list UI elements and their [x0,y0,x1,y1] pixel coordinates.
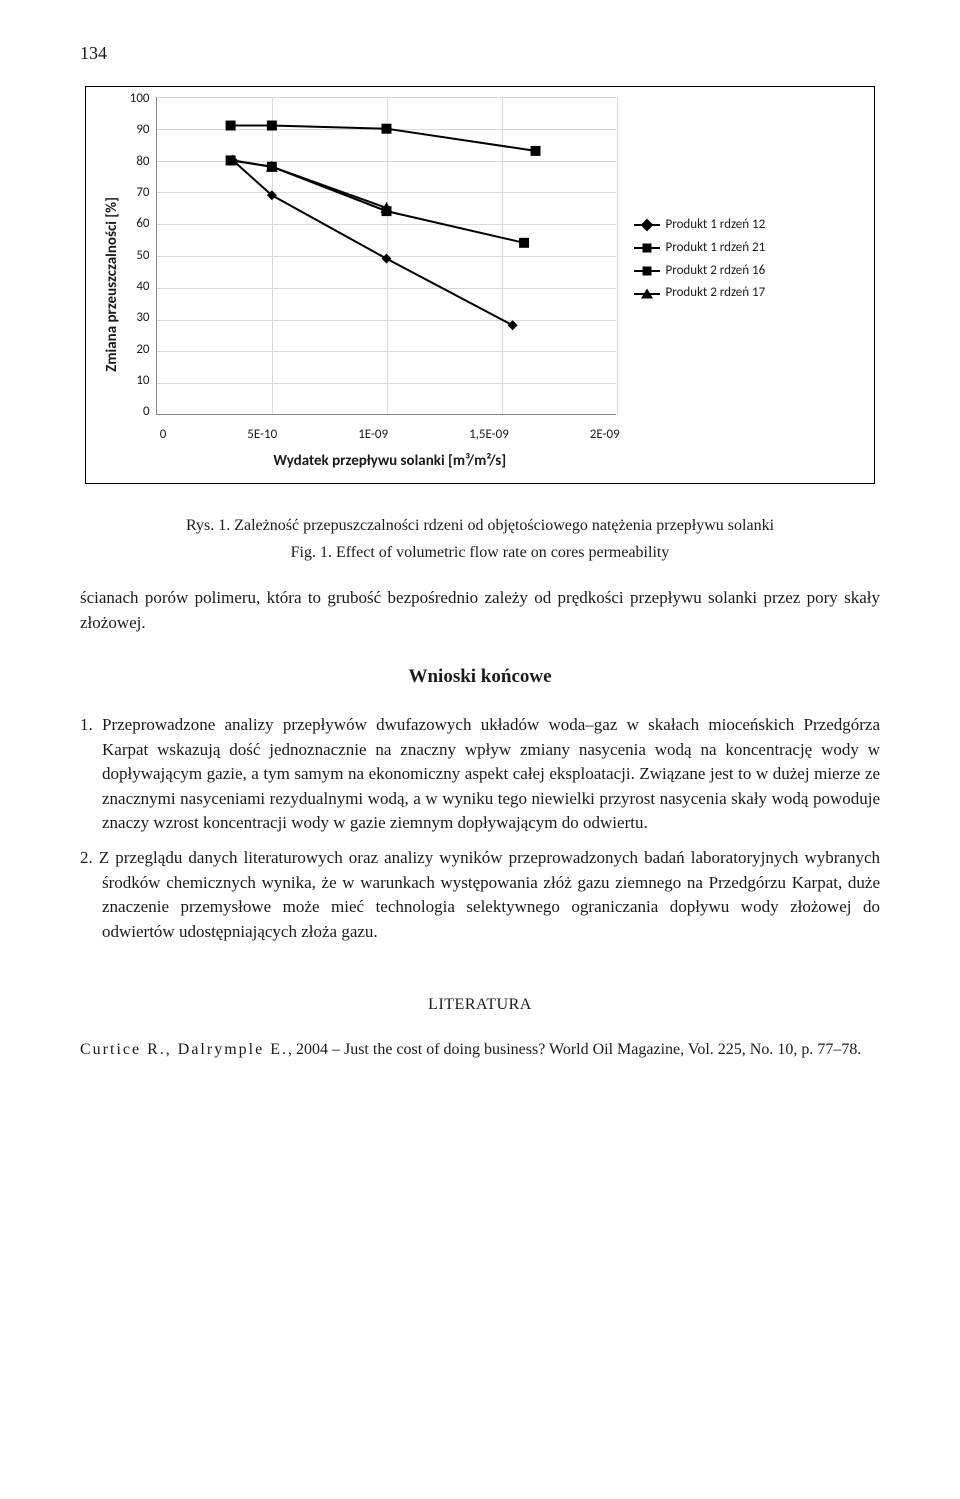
reference-authors: Curtice R., Dalrymple E. [80,1041,288,1058]
section-heading: Wnioski końcowe [80,663,880,691]
conclusions-list: 1. Przeprowadzone analizy przepływów dwu… [80,713,880,945]
conclusion-item: 1. Przeprowadzone analizy przepływów dwu… [80,713,880,836]
legend: Produkt 1 rdzeń 12 Produkt 1 rdzeń 21 Prod… [616,212,766,307]
plot-area [156,97,616,415]
reference-rest: , 2004 – Just the cost of doing business… [288,1041,861,1058]
figure-caption-pl: Rys. 1. Zależność przepuszczalności rdze… [80,514,880,537]
chart-container: Zmiana przeuszczalności [%] 100908070605… [85,86,875,484]
legend-item: Produkt 2 rdzeń 16 [634,262,766,281]
page-number: 134 [80,40,880,66]
y-ticks: 1009080706050403020100 [130,90,156,422]
conclusion-item: 2. Z przeglądu danych literaturowych ora… [80,846,880,945]
figure-caption-en: Fig. 1. Effect of volumetric flow rate o… [80,541,880,564]
x-axis-label: Wydatek przepływu solanki [m³/m²/s] [160,451,620,473]
reference-entry: Curtice R., Dalrymple E., 2004 – Just th… [80,1038,880,1061]
literature-heading: LITERATURA [80,993,880,1016]
lead-paragraph: ścianach porów polimeru, która to gruboś… [80,586,880,635]
x-ticks: 05E-101E-091,5E-092E-09 [160,426,620,445]
legend-item: Produkt 2 rdzeń 17 [634,284,766,303]
y-axis-label: Zmiana przeuszczalności [%] [96,197,130,372]
legend-item: Produkt 1 rdzeń 21 [634,239,766,258]
legend-item: Produkt 1 rdzeń 12 [634,216,766,235]
